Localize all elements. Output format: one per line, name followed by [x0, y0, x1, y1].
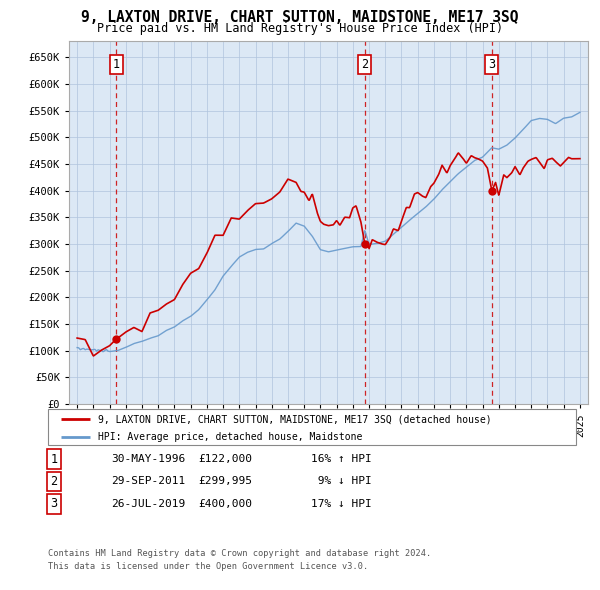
- Text: 17% ↓ HPI: 17% ↓ HPI: [311, 499, 372, 509]
- Text: 3: 3: [488, 58, 496, 71]
- Text: 1: 1: [50, 453, 58, 466]
- Text: £400,000: £400,000: [198, 499, 252, 509]
- Text: £299,995: £299,995: [198, 477, 252, 486]
- Text: 16% ↑ HPI: 16% ↑ HPI: [311, 454, 372, 464]
- Text: £122,000: £122,000: [198, 454, 252, 464]
- Text: Price paid vs. HM Land Registry's House Price Index (HPI): Price paid vs. HM Land Registry's House …: [97, 22, 503, 35]
- Text: Contains HM Land Registry data © Crown copyright and database right 2024.: Contains HM Land Registry data © Crown c…: [48, 549, 431, 558]
- Text: 2: 2: [361, 58, 368, 71]
- Text: 3: 3: [50, 497, 58, 510]
- Text: HPI: Average price, detached house, Maidstone: HPI: Average price, detached house, Maid…: [98, 432, 362, 442]
- Text: 9, LAXTON DRIVE, CHART SUTTON, MAIDSTONE, ME17 3SQ (detached house): 9, LAXTON DRIVE, CHART SUTTON, MAIDSTONE…: [98, 414, 492, 424]
- Text: 9% ↓ HPI: 9% ↓ HPI: [311, 477, 372, 486]
- Text: 9, LAXTON DRIVE, CHART SUTTON, MAIDSTONE, ME17 3SQ: 9, LAXTON DRIVE, CHART SUTTON, MAIDSTONE…: [81, 10, 519, 25]
- Text: 1: 1: [113, 58, 120, 71]
- Text: This data is licensed under the Open Government Licence v3.0.: This data is licensed under the Open Gov…: [48, 562, 368, 571]
- Text: 30-MAY-1996: 30-MAY-1996: [111, 454, 185, 464]
- Text: 29-SEP-2011: 29-SEP-2011: [111, 477, 185, 486]
- Text: 2: 2: [50, 475, 58, 488]
- Text: 26-JUL-2019: 26-JUL-2019: [111, 499, 185, 509]
